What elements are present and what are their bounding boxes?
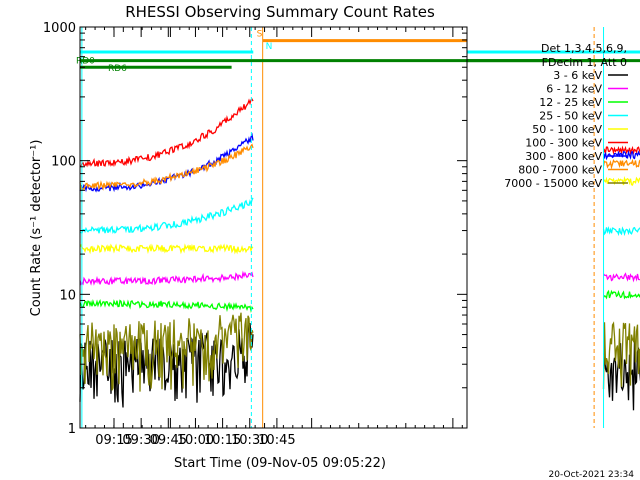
series-line-4-0 (79, 243, 254, 255)
y-tick-label: 10 (59, 288, 76, 303)
series-line-8-0 (79, 312, 254, 392)
legend-entry-label: 50 - 100 keV (532, 123, 602, 136)
legend-entry-label: 3 - 6 keV (553, 69, 602, 82)
flag-label-3: RD0 (76, 57, 95, 67)
axes-layer: 1 10 100 1000 09:1509:3009:4510:0010:1510:30… (43, 21, 468, 448)
data-layer (79, 98, 640, 411)
footer-timestamp: 20-Oct-2021 23:34 (549, 470, 635, 480)
x-tick-label: 10:15 (204, 433, 241, 448)
y-tick-label: 1000 (43, 21, 76, 36)
flag-label-1: S (257, 30, 263, 40)
series-line-1-0 (79, 270, 254, 286)
x-axis-label: Start Time (09-Nov-05 09:05:22) (174, 456, 386, 471)
legend-entry-label: 12 - 25 keV (539, 96, 602, 109)
legend-header-line: Det 1,3,4,5,6,9, (541, 42, 627, 55)
flag-label-2: N (266, 42, 273, 52)
flag-label-4: RD6 (108, 64, 127, 74)
series-line-7-0 (79, 143, 254, 191)
series-line-0-0 (79, 322, 254, 408)
x-tick-label: 10:30 (231, 433, 268, 448)
legend-entry-label: 25 - 50 keV (539, 110, 602, 123)
y-tick-label: 100 (51, 155, 76, 170)
x-tick-label: 09:15 (95, 433, 132, 448)
series-line-5-0 (79, 98, 254, 168)
x-tick-label: 09:45 (150, 433, 187, 448)
chart-title: RHESSI Observing Summary Count Rates (125, 3, 435, 21)
legend-entry-label: 6 - 12 keV (546, 83, 602, 96)
series-line-6-0 (79, 132, 254, 193)
x-tick-label: 10:00 (177, 433, 214, 448)
legend-entry-label: 7000 - 15000 keV (504, 177, 602, 190)
y-tick-label: 1 (68, 422, 76, 437)
overlay-layer: SN RD0 RD6 (76, 27, 640, 428)
legend: Det 1,3,4,5,6,9,FDecim 1, Att 03 - 6 keV… (504, 42, 628, 190)
x-tick-label: 09:30 (122, 433, 159, 448)
y-axis-label: Count Rate (s⁻¹ detector⁻¹) (29, 140, 44, 317)
legend-entry-label: 100 - 300 keV (525, 137, 602, 150)
series-line-2-0 (79, 299, 254, 314)
legend-header-line: FDecim 1, Att 0 (542, 56, 627, 69)
legend-entry-label: 300 - 800 keV (525, 150, 602, 163)
legend-entry-label: 800 - 7000 keV (518, 164, 602, 177)
x-tick-label: 10:45 (258, 433, 295, 448)
series-line-3-0 (79, 197, 254, 234)
